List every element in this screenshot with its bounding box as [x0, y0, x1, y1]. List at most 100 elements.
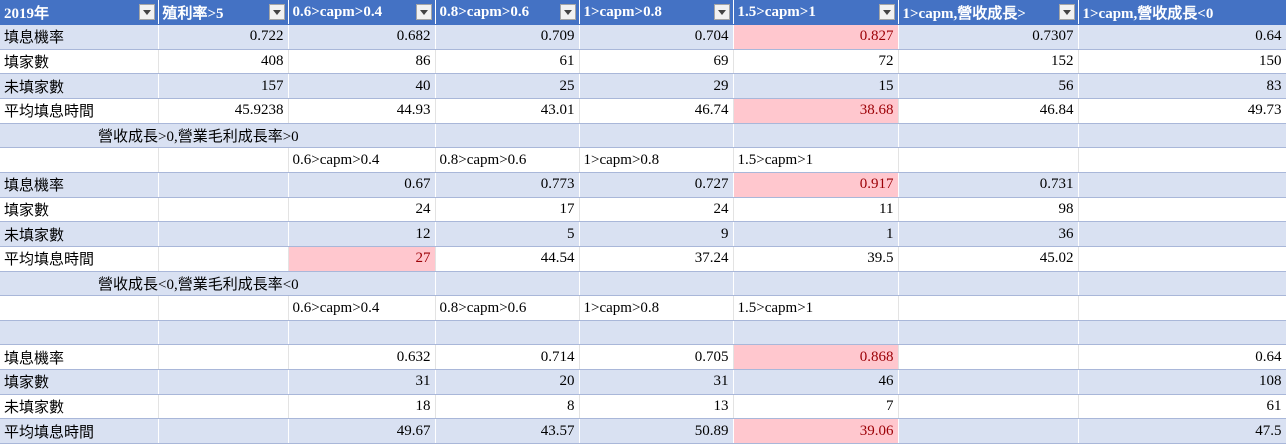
cell[interactable] — [158, 418, 289, 445]
cell-highlighted[interactable]: 39.06 — [733, 418, 899, 445]
cell[interactable] — [579, 320, 734, 346]
cell[interactable]: 29 — [579, 73, 734, 100]
cell[interactable]: 49.67 — [288, 418, 436, 445]
cell[interactable]: 157 — [158, 73, 289, 100]
cell[interactable] — [1078, 295, 1286, 321]
cell[interactable]: 15 — [733, 73, 899, 100]
cell[interactable]: 24 — [288, 197, 436, 223]
cell[interactable]: 98 — [898, 197, 1079, 223]
section-title[interactable]: 營收成長>0,營業毛利成長率>0 — [0, 123, 436, 149]
cell[interactable] — [898, 418, 1079, 445]
cell[interactable]: 0.632 — [288, 344, 436, 371]
filter-dropdown-icon[interactable] — [138, 4, 155, 20]
subheader-cell[interactable]: 0.8>capm>0.6 — [435, 295, 580, 321]
cell[interactable]: 24 — [579, 197, 734, 223]
cell[interactable] — [898, 295, 1079, 321]
cell[interactable]: 31 — [579, 369, 734, 395]
cell-highlighted[interactable]: 0.827 — [733, 24, 899, 50]
subheader-cell[interactable]: 0.8>capm>0.6 — [435, 147, 580, 173]
cell[interactable]: 1 — [733, 221, 899, 247]
cell[interactable]: 69 — [579, 49, 734, 75]
header-cell[interactable]: 0.6>capm>0.4 — [288, 0, 436, 26]
cell[interactable]: 43.01 — [435, 98, 580, 124]
filter-dropdown-icon[interactable] — [268, 4, 285, 20]
row-label[interactable]: 填息機率 — [0, 172, 159, 198]
cell[interactable]: 0.727 — [579, 172, 734, 198]
filter-dropdown-icon[interactable] — [559, 4, 576, 20]
cell[interactable] — [898, 369, 1079, 395]
cell[interactable] — [0, 147, 159, 173]
cell[interactable] — [158, 172, 289, 198]
cell[interactable]: 49.73 — [1078, 98, 1286, 124]
cell-highlighted[interactable]: 27 — [288, 246, 436, 272]
filter-dropdown-icon[interactable] — [878, 4, 895, 20]
cell-highlighted[interactable]: 0.868 — [733, 344, 899, 371]
cell[interactable] — [158, 320, 289, 346]
subheader-cell[interactable]: 1.5>capm>1 — [733, 147, 899, 173]
row-label[interactable]: 填家數 — [0, 49, 159, 75]
cell[interactable]: 31 — [288, 369, 436, 395]
cell[interactable]: 86 — [288, 49, 436, 75]
cell[interactable]: 5 — [435, 221, 580, 247]
cell[interactable] — [898, 320, 1079, 346]
cell[interactable]: 72 — [733, 49, 899, 75]
cell[interactable]: 0.722 — [158, 24, 289, 50]
row-label[interactable]: 填息機率 — [0, 344, 159, 371]
cell[interactable] — [0, 295, 159, 321]
cell[interactable] — [898, 344, 1079, 371]
cell[interactable]: 0.682 — [288, 24, 436, 50]
cell[interactable]: 0.64 — [1078, 344, 1286, 371]
cell[interactable]: 43.57 — [435, 418, 580, 445]
cell[interactable]: 11 — [733, 197, 899, 223]
cell[interactable]: 37.24 — [579, 246, 734, 272]
cell[interactable]: 0.7307 — [898, 24, 1079, 50]
cell[interactable] — [898, 147, 1079, 173]
cell[interactable]: 0.714 — [435, 344, 580, 371]
cell[interactable] — [158, 394, 289, 420]
cell[interactable]: 44.93 — [288, 98, 436, 124]
cell[interactable] — [733, 271, 899, 297]
cell[interactable]: 39.5 — [733, 246, 899, 272]
cell[interactable]: 9 — [579, 221, 734, 247]
row-label[interactable]: 填家數 — [0, 369, 159, 395]
cell[interactable]: 18 — [288, 394, 436, 420]
cell[interactable] — [579, 123, 734, 149]
cell[interactable]: 61 — [435, 49, 580, 75]
cell[interactable] — [1078, 147, 1286, 173]
cell[interactable]: 8 — [435, 394, 580, 420]
cell[interactable] — [1078, 123, 1286, 149]
cell[interactable]: 152 — [898, 49, 1079, 75]
cell[interactable]: 408 — [158, 49, 289, 75]
cell[interactable]: 12 — [288, 221, 436, 247]
cell[interactable] — [435, 123, 580, 149]
cell[interactable]: 0.709 — [435, 24, 580, 50]
cell[interactable]: 17 — [435, 197, 580, 223]
cell[interactable] — [158, 221, 289, 247]
cell[interactable]: 13 — [579, 394, 734, 420]
header-cell[interactable]: 0.8>capm>0.6 — [435, 0, 580, 26]
cell[interactable]: 150 — [1078, 49, 1286, 75]
cell[interactable]: 50.89 — [579, 418, 734, 445]
cell[interactable] — [158, 197, 289, 223]
subheader-cell[interactable]: 1.5>capm>1 — [733, 295, 899, 321]
cell[interactable]: 36 — [898, 221, 1079, 247]
cell[interactable] — [158, 344, 289, 371]
cell[interactable]: 7 — [733, 394, 899, 420]
cell[interactable] — [158, 369, 289, 395]
row-label[interactable]: 平均填息時間 — [0, 98, 159, 124]
cell[interactable]: 45.9238 — [158, 98, 289, 124]
cell[interactable]: 56 — [898, 73, 1079, 100]
cell[interactable] — [158, 295, 289, 321]
cell[interactable]: 0.731 — [898, 172, 1079, 198]
cell[interactable]: 83 — [1078, 73, 1286, 100]
filter-dropdown-icon[interactable] — [415, 4, 432, 20]
cell-highlighted[interactable]: 0.917 — [733, 172, 899, 198]
cell[interactable] — [1078, 271, 1286, 297]
header-cell[interactable]: 1>capm,營收成長<0 — [1078, 0, 1286, 26]
cell[interactable]: 0.705 — [579, 344, 734, 371]
row-label[interactable]: 未填家數 — [0, 221, 159, 247]
cell-highlighted[interactable]: 38.68 — [733, 98, 899, 124]
cell[interactable]: 20 — [435, 369, 580, 395]
row-label[interactable]: 填息機率 — [0, 24, 159, 50]
header-cell[interactable]: 殖利率>5 — [158, 0, 289, 26]
